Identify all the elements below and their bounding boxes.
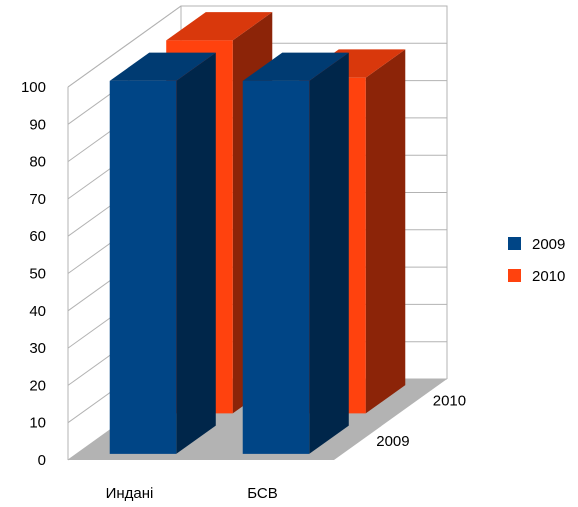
category-label: БСВ [247,485,278,502]
y-tick-label: 80 [29,154,46,171]
y-tick-label: 10 [29,415,46,432]
side-wall-top-edge [67,5,182,88]
bar-top [166,12,273,41]
bar-top [242,52,349,81]
bar-side [365,49,406,414]
y-tick-label: 30 [29,340,46,357]
category-label: Индані [106,485,154,502]
legend-label: 2010 [532,268,565,285]
y-tick-label: 100 [21,79,46,96]
y-tick-label: 0 [38,452,46,469]
y-tick-label: 90 [29,116,46,133]
legend-item: 2010 [508,268,565,285]
depth-label: 2010 [433,392,466,409]
bar-side [309,52,349,454]
legend: 2009 2010 [508,236,565,285]
y-tick-label: 40 [29,303,46,320]
bar [109,52,216,454]
chart-bars [109,12,406,454]
depth-label: 2009 [376,433,409,450]
bar-side [176,52,216,454]
bar [242,52,349,454]
legend-swatch [508,237,521,250]
y-tick-label: 50 [29,266,46,283]
legend-label: 2009 [532,236,565,253]
bar-front [242,80,310,454]
legend-item: 2009 [508,236,565,253]
y-tick-label: 20 [29,377,46,394]
chart-labels: 0 10 20 30 40 50 60 70 80 90 100 Индані БСВ 2009 2010 [21,79,466,502]
y-tick-label: 60 [29,228,46,245]
y-tick-label: 70 [29,191,46,208]
legend-swatch [508,269,521,282]
bar-front [109,80,177,454]
bar-top [109,52,216,81]
